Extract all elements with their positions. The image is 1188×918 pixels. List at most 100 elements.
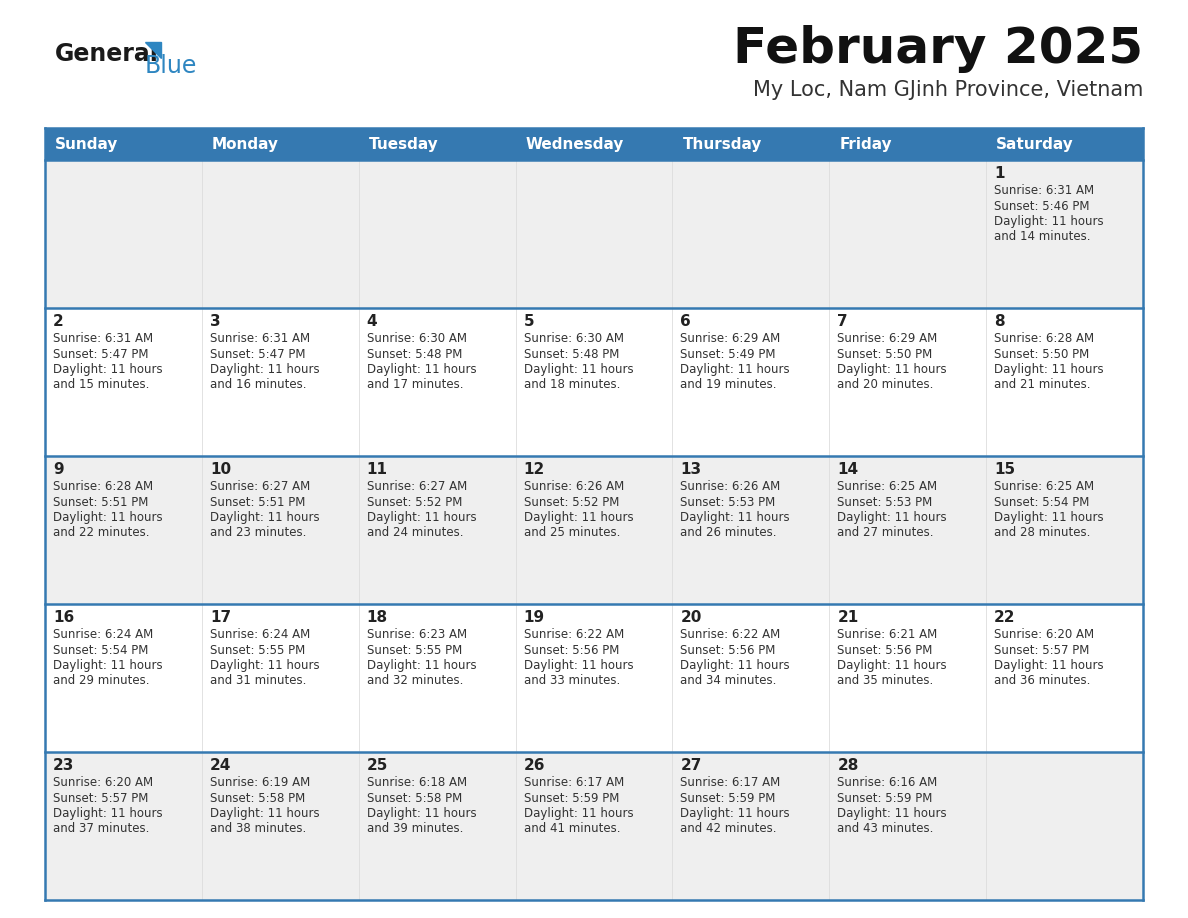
Text: and 36 minutes.: and 36 minutes. bbox=[994, 675, 1091, 688]
Text: Sunset: 5:58 PM: Sunset: 5:58 PM bbox=[367, 791, 462, 804]
Text: and 21 minutes.: and 21 minutes. bbox=[994, 378, 1091, 391]
Text: 16: 16 bbox=[53, 610, 74, 625]
Bar bbox=[202, 128, 359, 160]
Text: and 32 minutes.: and 32 minutes. bbox=[367, 675, 463, 688]
Text: Sunrise: 6:30 AM: Sunrise: 6:30 AM bbox=[524, 332, 624, 345]
Text: Saturday: Saturday bbox=[997, 137, 1074, 151]
Text: My Loc, Nam GJinh Province, Vietnam: My Loc, Nam GJinh Province, Vietnam bbox=[753, 80, 1143, 100]
Text: 6: 6 bbox=[681, 314, 691, 329]
Text: 5: 5 bbox=[524, 314, 535, 329]
Text: 18: 18 bbox=[367, 610, 387, 625]
Text: Sunset: 5:47 PM: Sunset: 5:47 PM bbox=[210, 348, 305, 361]
Text: Daylight: 11 hours: Daylight: 11 hours bbox=[53, 659, 163, 672]
Text: and 38 minutes.: and 38 minutes. bbox=[210, 823, 307, 835]
Text: 13: 13 bbox=[681, 462, 702, 477]
Text: Sunrise: 6:19 AM: Sunrise: 6:19 AM bbox=[210, 776, 310, 789]
Text: Sunrise: 6:24 AM: Sunrise: 6:24 AM bbox=[210, 628, 310, 641]
Text: Sunrise: 6:27 AM: Sunrise: 6:27 AM bbox=[367, 480, 467, 493]
Text: Daylight: 11 hours: Daylight: 11 hours bbox=[524, 807, 633, 820]
Text: and 24 minutes.: and 24 minutes. bbox=[367, 527, 463, 540]
Text: Sunset: 5:46 PM: Sunset: 5:46 PM bbox=[994, 199, 1089, 212]
Text: Sunset: 5:48 PM: Sunset: 5:48 PM bbox=[524, 348, 619, 361]
Text: and 14 minutes.: and 14 minutes. bbox=[994, 230, 1091, 243]
Text: and 19 minutes.: and 19 minutes. bbox=[681, 378, 777, 391]
Text: Daylight: 11 hours: Daylight: 11 hours bbox=[53, 511, 163, 524]
Text: Daylight: 11 hours: Daylight: 11 hours bbox=[681, 511, 790, 524]
Text: Sunrise: 6:24 AM: Sunrise: 6:24 AM bbox=[53, 628, 153, 641]
Text: Sunrise: 6:22 AM: Sunrise: 6:22 AM bbox=[681, 628, 781, 641]
Text: Daylight: 11 hours: Daylight: 11 hours bbox=[994, 659, 1104, 672]
Text: Daylight: 11 hours: Daylight: 11 hours bbox=[367, 363, 476, 376]
Text: Wednesday: Wednesday bbox=[525, 137, 624, 151]
Text: Sunset: 5:56 PM: Sunset: 5:56 PM bbox=[838, 644, 933, 656]
Text: Daylight: 11 hours: Daylight: 11 hours bbox=[994, 363, 1104, 376]
Text: 1: 1 bbox=[994, 166, 1005, 181]
Text: Sunrise: 6:31 AM: Sunrise: 6:31 AM bbox=[994, 184, 1094, 197]
Text: Sunrise: 6:30 AM: Sunrise: 6:30 AM bbox=[367, 332, 467, 345]
Text: Sunrise: 6:18 AM: Sunrise: 6:18 AM bbox=[367, 776, 467, 789]
Text: Sunrise: 6:21 AM: Sunrise: 6:21 AM bbox=[838, 628, 937, 641]
Text: Sunset: 5:52 PM: Sunset: 5:52 PM bbox=[524, 496, 619, 509]
Text: 26: 26 bbox=[524, 758, 545, 773]
Text: Sunrise: 6:20 AM: Sunrise: 6:20 AM bbox=[53, 776, 153, 789]
Bar bbox=[829, 128, 986, 160]
Text: Sunrise: 6:31 AM: Sunrise: 6:31 AM bbox=[53, 332, 153, 345]
Text: Sunrise: 6:29 AM: Sunrise: 6:29 AM bbox=[838, 332, 937, 345]
Text: 25: 25 bbox=[367, 758, 388, 773]
Text: Daylight: 11 hours: Daylight: 11 hours bbox=[53, 807, 163, 820]
Text: Sunset: 5:48 PM: Sunset: 5:48 PM bbox=[367, 348, 462, 361]
Text: Sunset: 5:58 PM: Sunset: 5:58 PM bbox=[210, 791, 305, 804]
Text: 9: 9 bbox=[53, 462, 64, 477]
Text: Sunset: 5:54 PM: Sunset: 5:54 PM bbox=[994, 496, 1089, 509]
Text: Sunset: 5:49 PM: Sunset: 5:49 PM bbox=[681, 348, 776, 361]
Text: Sunset: 5:59 PM: Sunset: 5:59 PM bbox=[524, 791, 619, 804]
Text: and 42 minutes.: and 42 minutes. bbox=[681, 823, 777, 835]
Text: Sunset: 5:56 PM: Sunset: 5:56 PM bbox=[681, 644, 776, 656]
Text: Daylight: 11 hours: Daylight: 11 hours bbox=[681, 363, 790, 376]
Text: Daylight: 11 hours: Daylight: 11 hours bbox=[367, 807, 476, 820]
Text: and 25 minutes.: and 25 minutes. bbox=[524, 527, 620, 540]
Text: Daylight: 11 hours: Daylight: 11 hours bbox=[367, 659, 476, 672]
Text: Sunrise: 6:23 AM: Sunrise: 6:23 AM bbox=[367, 628, 467, 641]
Text: Monday: Monday bbox=[211, 137, 279, 151]
Text: and 26 minutes.: and 26 minutes. bbox=[681, 527, 777, 540]
Text: Daylight: 11 hours: Daylight: 11 hours bbox=[994, 215, 1104, 228]
Bar bbox=[672, 128, 829, 160]
Text: Sunset: 5:59 PM: Sunset: 5:59 PM bbox=[681, 791, 776, 804]
Bar bbox=[45, 160, 1143, 308]
Polygon shape bbox=[145, 42, 162, 58]
Text: February 2025: February 2025 bbox=[733, 25, 1143, 73]
Text: 28: 28 bbox=[838, 758, 859, 773]
Text: Daylight: 11 hours: Daylight: 11 hours bbox=[367, 511, 476, 524]
Text: Daylight: 11 hours: Daylight: 11 hours bbox=[838, 807, 947, 820]
Text: Sunset: 5:53 PM: Sunset: 5:53 PM bbox=[838, 496, 933, 509]
Text: Sunset: 5:56 PM: Sunset: 5:56 PM bbox=[524, 644, 619, 656]
Text: Sunday: Sunday bbox=[55, 137, 119, 151]
Bar bbox=[45, 456, 1143, 604]
Text: Daylight: 11 hours: Daylight: 11 hours bbox=[210, 807, 320, 820]
Bar bbox=[45, 604, 1143, 752]
Text: Daylight: 11 hours: Daylight: 11 hours bbox=[53, 363, 163, 376]
Text: Sunrise: 6:17 AM: Sunrise: 6:17 AM bbox=[681, 776, 781, 789]
Text: and 17 minutes.: and 17 minutes. bbox=[367, 378, 463, 391]
Text: Daylight: 11 hours: Daylight: 11 hours bbox=[524, 511, 633, 524]
Text: 21: 21 bbox=[838, 610, 859, 625]
Text: and 16 minutes.: and 16 minutes. bbox=[210, 378, 307, 391]
Text: and 20 minutes.: and 20 minutes. bbox=[838, 378, 934, 391]
Text: Sunrise: 6:28 AM: Sunrise: 6:28 AM bbox=[994, 332, 1094, 345]
Text: 12: 12 bbox=[524, 462, 545, 477]
Text: Sunrise: 6:26 AM: Sunrise: 6:26 AM bbox=[524, 480, 624, 493]
Text: 8: 8 bbox=[994, 314, 1005, 329]
Text: Sunset: 5:54 PM: Sunset: 5:54 PM bbox=[53, 644, 148, 656]
Text: Sunset: 5:57 PM: Sunset: 5:57 PM bbox=[994, 644, 1089, 656]
Text: 10: 10 bbox=[210, 462, 230, 477]
Bar bbox=[45, 128, 202, 160]
Text: Blue: Blue bbox=[145, 54, 197, 78]
Text: Daylight: 11 hours: Daylight: 11 hours bbox=[210, 511, 320, 524]
Text: and 15 minutes.: and 15 minutes. bbox=[53, 378, 150, 391]
Text: Sunset: 5:57 PM: Sunset: 5:57 PM bbox=[53, 791, 148, 804]
Text: Sunrise: 6:26 AM: Sunrise: 6:26 AM bbox=[681, 480, 781, 493]
Text: Friday: Friday bbox=[839, 137, 892, 151]
Text: Daylight: 11 hours: Daylight: 11 hours bbox=[994, 511, 1104, 524]
Text: General: General bbox=[55, 42, 159, 66]
